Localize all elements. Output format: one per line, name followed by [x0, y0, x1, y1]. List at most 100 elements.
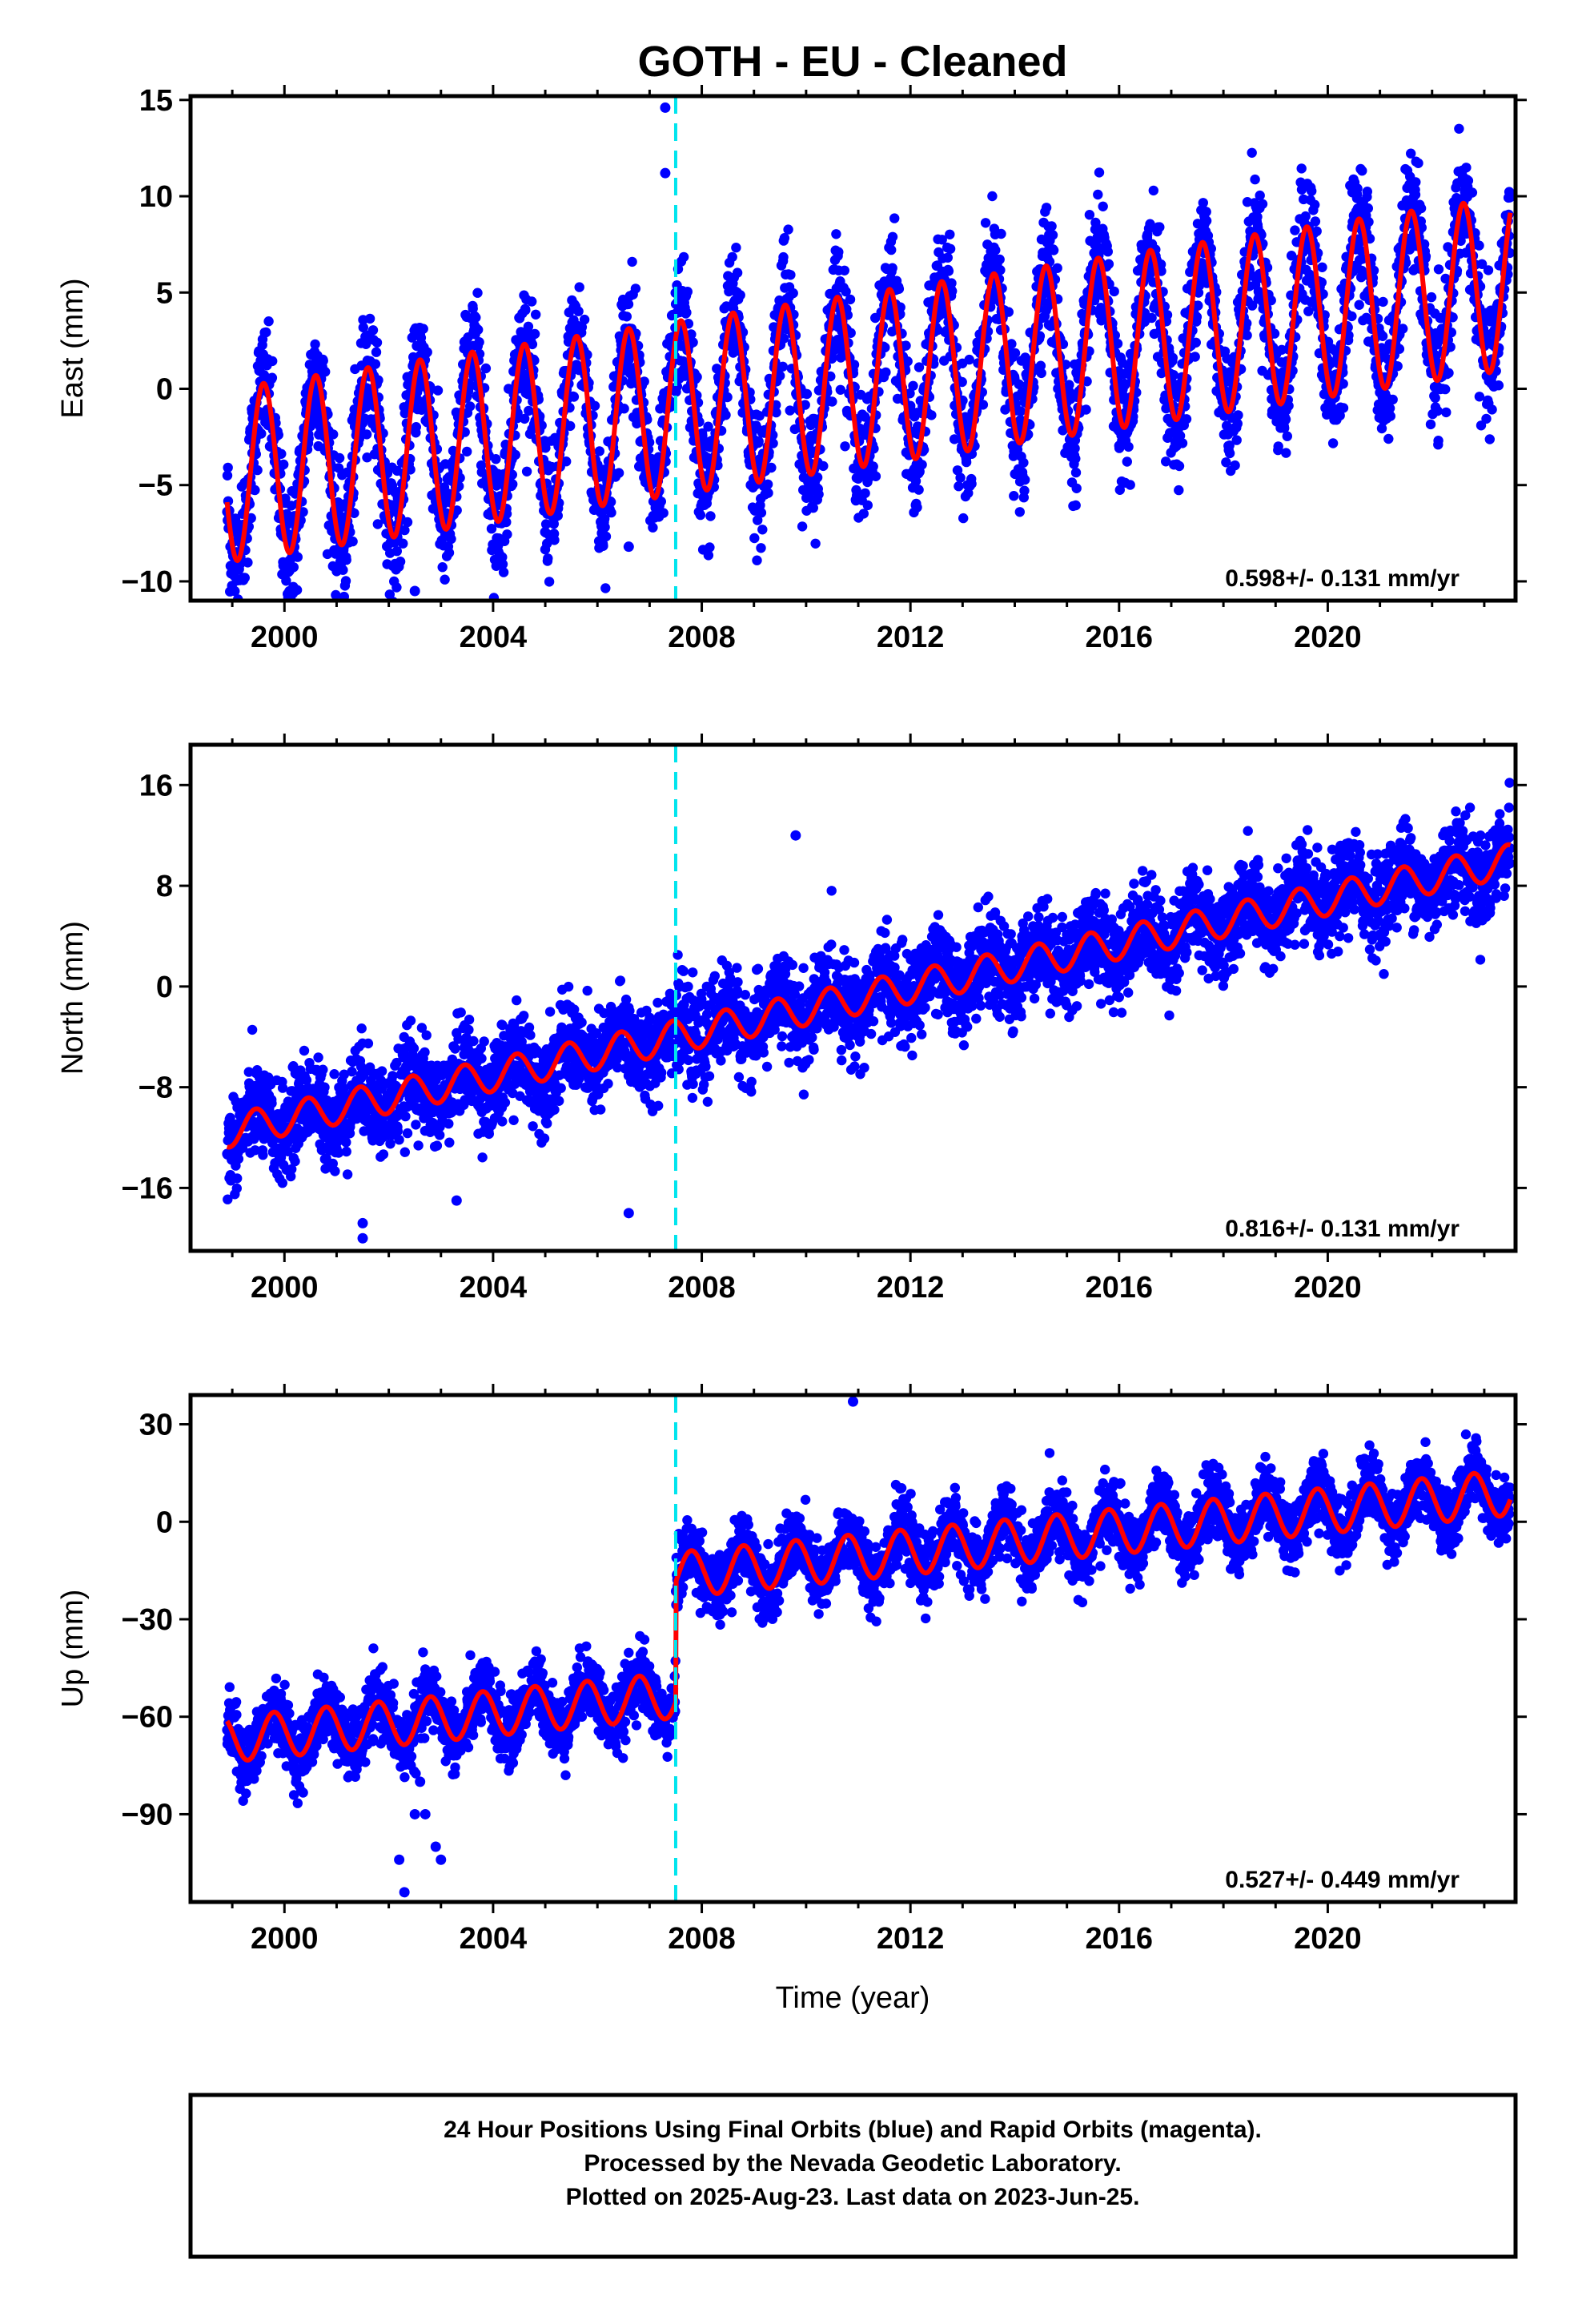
data-point [1474, 240, 1484, 251]
data-point [472, 287, 483, 298]
data-point [1103, 259, 1114, 269]
data-point [318, 1064, 328, 1075]
data-point [785, 270, 796, 280]
data-point [1347, 311, 1357, 322]
data-point [234, 609, 243, 619]
data-point [1441, 407, 1452, 418]
data-point [630, 283, 641, 294]
data-point [1440, 384, 1451, 395]
data-point [1174, 485, 1184, 496]
data-point [1281, 448, 1291, 458]
data-point [339, 591, 349, 601]
data-point [1174, 460, 1185, 472]
data-point [468, 304, 478, 314]
data-point [1201, 207, 1211, 217]
east-panel: 2000 2004 2008 2012 2016 2020151050−5−10East … [56, 84, 1527, 654]
data-point [299, 1045, 310, 1056]
rate-label: 0.598+/- 0.131 mm/yr [1225, 565, 1460, 592]
data-point [471, 312, 481, 323]
data-point [497, 559, 508, 569]
data-point [810, 538, 821, 549]
data-point [373, 375, 383, 385]
data-point [1201, 215, 1212, 226]
data-point [752, 555, 762, 565]
data-point [510, 449, 520, 460]
data-point [1338, 403, 1349, 413]
data-point [246, 513, 256, 524]
data-point [1385, 411, 1396, 421]
data-point [542, 538, 552, 549]
data-point [1048, 245, 1059, 255]
data-point [1363, 216, 1374, 227]
data-point [619, 404, 629, 414]
data-point [250, 485, 260, 496]
data-point [370, 359, 381, 369]
data-point [232, 1173, 243, 1184]
data-point [705, 511, 716, 521]
data-point [613, 468, 624, 478]
data-point [531, 309, 541, 320]
data-point [692, 372, 702, 382]
data-point [239, 573, 250, 583]
data-point [1224, 448, 1235, 459]
data-point [568, 392, 580, 402]
data-point [945, 229, 955, 239]
data-point [722, 392, 733, 403]
data-point [813, 489, 824, 500]
data-point [1093, 189, 1103, 200]
data-point [319, 1082, 330, 1092]
data-point [831, 229, 841, 239]
data-point [1154, 222, 1165, 232]
data-point [1047, 230, 1058, 240]
data-point [565, 420, 576, 432]
data-point [1148, 185, 1159, 196]
data-point [1300, 211, 1311, 222]
data-point [256, 428, 267, 439]
data-point [1317, 262, 1327, 272]
data-point [600, 522, 610, 533]
data-point [778, 251, 789, 263]
data-point [290, 1156, 300, 1167]
data-point [402, 517, 413, 528]
data-point [980, 218, 991, 228]
data-point [334, 452, 345, 464]
data-point [966, 478, 977, 489]
data-point [444, 548, 455, 558]
data-point [501, 517, 512, 528]
data-point [1009, 491, 1019, 501]
data-point [840, 441, 850, 452]
data-point [400, 525, 410, 536]
data-point [347, 1066, 357, 1077]
data-point [230, 585, 240, 597]
data-point [529, 328, 540, 340]
data-point [1327, 438, 1339, 448]
data-point [1354, 300, 1364, 310]
data-point [338, 565, 348, 575]
data-point [552, 510, 563, 521]
data-point [372, 519, 383, 529]
data-point [486, 524, 497, 534]
data-point [247, 1024, 258, 1035]
data-point [627, 256, 637, 267]
data-point [462, 446, 472, 457]
data-point [412, 395, 424, 405]
data-point [371, 337, 383, 348]
data-point [524, 405, 534, 416]
data-point [954, 481, 964, 492]
data-point [705, 542, 715, 553]
data-point [1191, 337, 1202, 348]
x-tick-label: 2000 [251, 621, 319, 654]
data-point [432, 385, 444, 396]
data-point [418, 324, 428, 334]
x-tick-label: 2012 [877, 621, 945, 654]
data-point [1362, 187, 1373, 197]
data-point [235, 610, 244, 620]
x-tick-label: 2016 [1086, 621, 1154, 654]
data-point [1098, 201, 1108, 211]
data-point [318, 356, 328, 366]
data-point [361, 429, 372, 440]
data-point [498, 567, 509, 577]
data-point [1177, 438, 1188, 448]
data-point [1257, 199, 1268, 209]
